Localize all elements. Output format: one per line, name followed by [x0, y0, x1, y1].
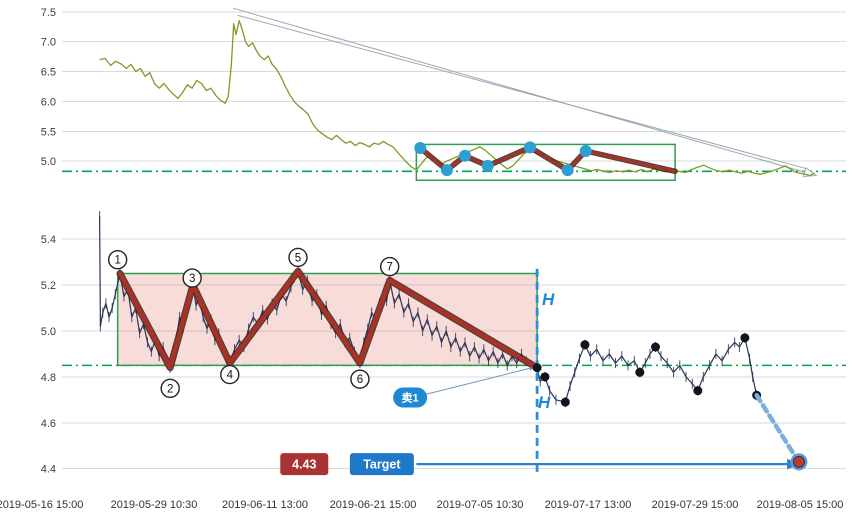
x-tick-label: 2019-06-21 15:00	[329, 499, 417, 511]
overview-panel: 7.5 7.0 6.5 6.0 5.5 5.0	[0, 0, 854, 198]
y-tick-label: 4.6	[41, 418, 56, 430]
swing-dot	[580, 340, 590, 350]
sell-pointer-line	[424, 367, 533, 396]
swing-dot	[650, 342, 660, 352]
pivot-dot	[414, 141, 427, 154]
pivot-number-circle	[182, 268, 202, 288]
y-tick-label: 5.0	[41, 156, 56, 168]
pivot-dot	[458, 149, 471, 162]
price-badge	[280, 453, 329, 476]
overview-chart-canvas[interactable]: 7.5 7.0 6.5 6.0 5.5 5.0	[0, 0, 854, 198]
y-tick-label: 5.0	[41, 326, 56, 338]
swing-dot	[693, 386, 703, 396]
swing-dot	[560, 397, 570, 407]
pivot-dot	[440, 164, 453, 177]
y-tick-label: 7.0	[41, 37, 56, 49]
x-tick-label: 2019-06-11 13:00	[221, 499, 309, 511]
pattern-box	[415, 143, 676, 182]
pivot-dot	[481, 159, 494, 172]
pivot-dot	[524, 141, 537, 154]
pivot-number: 7	[387, 262, 393, 274]
zigzag-line	[418, 145, 677, 173]
x-tick-label: 2019-07-05 10:30	[436, 499, 524, 511]
price-line	[99, 20, 815, 177]
pivot-number: 3	[189, 273, 195, 285]
swing-dot	[740, 333, 750, 343]
pivot-dot	[579, 144, 592, 157]
swing-dot	[540, 372, 550, 382]
pivot-number-circle	[288, 247, 308, 268]
pivot-number: 2	[167, 383, 173, 395]
h-measure-label: H	[538, 393, 551, 412]
y-tick-label: 7.5	[41, 7, 56, 19]
x-tick-label: 2019-07-29 15:00	[651, 499, 739, 511]
pattern-panel: 5.4 5.2 5.0 4.8 4.6 4.4 卖1 1 2 3 4 5 6 7 H H 4.43 Target	[0, 198, 854, 496]
pattern-chart-canvas[interactable]: 5.4 5.2 5.0 4.8 4.6 4.4 卖1 1 2 3 4 5 6 7 H H 4.43 Target	[0, 198, 854, 496]
x-tick-label: 2019-05-16 15:00	[0, 499, 84, 511]
projection-segment	[754, 392, 799, 460]
x-tick-label: 2019-08-05 15:00	[756, 499, 844, 511]
price-badge-label: 4.43	[292, 458, 316, 472]
y-tick-label: 5.5	[41, 126, 56, 138]
pivot-number-circle	[350, 369, 370, 389]
pivot-number-circle	[220, 364, 240, 385]
target-marker	[792, 455, 805, 468]
swing-dot	[635, 367, 645, 377]
trendline	[232, 7, 817, 176]
pivot-number: 4	[227, 370, 234, 382]
x-tick-label: 2019-05-29 10:30	[110, 499, 198, 511]
y-tick-label: 4.4	[41, 464, 56, 476]
zigzag-line	[117, 268, 540, 370]
pivot-number: 6	[357, 374, 363, 386]
pivot-dot	[561, 164, 574, 177]
x-tick-label: 2019-07-17 13:00	[544, 499, 632, 511]
pivot-number-circle	[107, 250, 128, 270]
h-measure-label: H	[542, 290, 555, 309]
trendline	[237, 14, 806, 169]
y-tick-label: 5.4	[41, 234, 56, 246]
swing-dot	[532, 363, 542, 373]
pivot-number: 5	[295, 252, 301, 264]
pivot-number: 1	[114, 255, 120, 267]
x-axis: 2019-05-16 15:00 2019-05-29 10:30 2019-0…	[0, 496, 854, 520]
pivot-number-circle	[160, 378, 180, 399]
target-badge	[349, 453, 414, 476]
y-tick-label: 4.8	[41, 372, 56, 384]
target-badge-label: Target	[363, 458, 401, 472]
y-tick-label: 5.2	[41, 280, 56, 292]
sell-badge-label: 卖1	[402, 391, 419, 405]
y-tick-label: 6.0	[41, 96, 56, 108]
pivot-number-circle	[380, 256, 400, 277]
sell-badge	[393, 387, 428, 408]
y-tick-label: 6.5	[41, 67, 56, 79]
